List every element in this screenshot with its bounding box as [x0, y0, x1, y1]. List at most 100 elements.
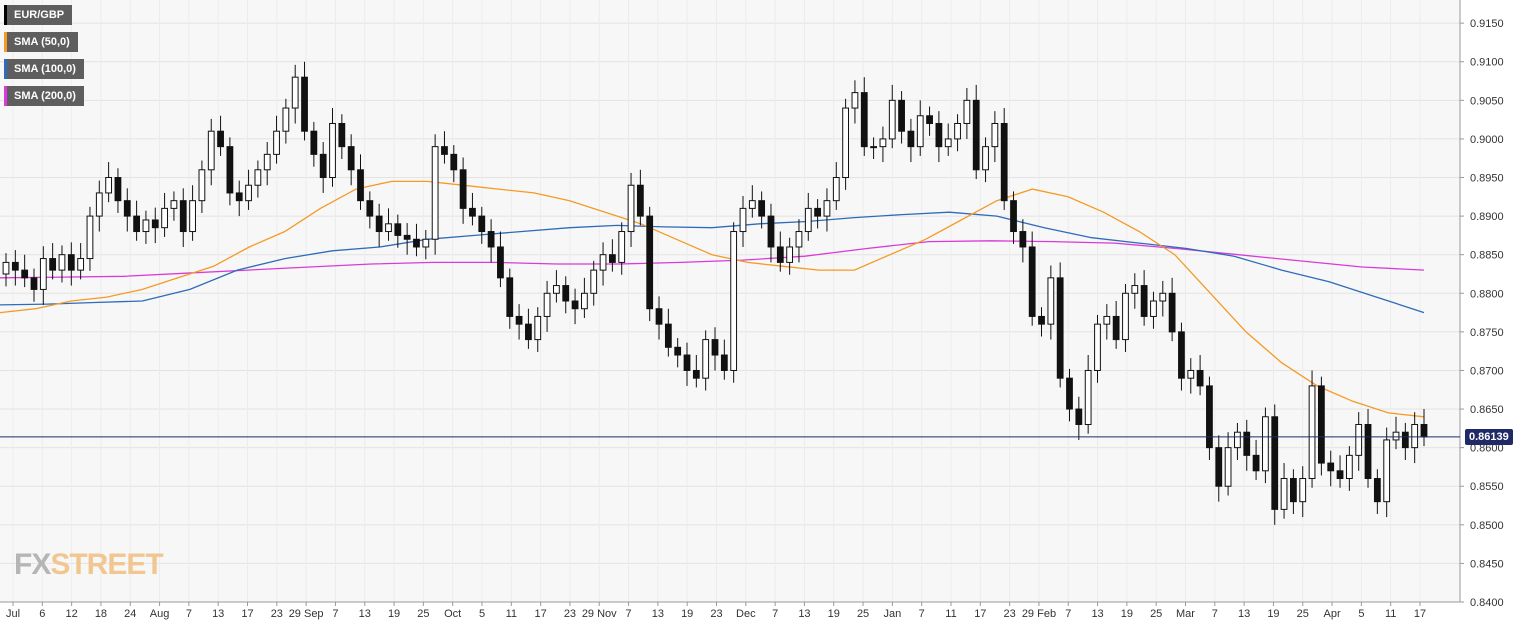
candle-body: [898, 99, 905, 132]
fxstreet-logo: FXSTREET: [14, 548, 164, 582]
candle-body: [814, 207, 822, 217]
candle-body: [711, 339, 719, 356]
x-tick-label: 29 Sep: [289, 608, 324, 620]
x-tick-label: Apr: [1324, 608, 1341, 620]
candle-body: [235, 192, 243, 202]
candle-body: [30, 277, 38, 290]
candle-body: [1168, 292, 1176, 333]
candle-body: [161, 207, 168, 229]
x-tick-label: 17: [1414, 608, 1426, 620]
candle-body: [1112, 315, 1120, 341]
candle-body: [142, 219, 150, 233]
x-tick-label: 25: [857, 608, 869, 620]
candle-body: [1206, 385, 1213, 449]
candle-body: [226, 146, 234, 194]
candle-body: [851, 92, 859, 109]
candle-body: [1411, 423, 1419, 449]
candle-body: [273, 130, 280, 155]
candle-body: [636, 184, 644, 217]
y-tick-label: 0.8400: [1470, 597, 1504, 609]
y-tick-label: 0.9100: [1470, 57, 1504, 69]
y-tick-label: 0.8850: [1470, 250, 1504, 262]
y-tick-label: 0.8650: [1470, 404, 1504, 416]
candle-body: [1047, 277, 1055, 325]
candle-body: [664, 323, 672, 348]
candle-body: [207, 130, 215, 171]
legend-item-sma100[interactable]: SMA (100,0): [4, 59, 84, 79]
x-tick-label: 13: [359, 608, 371, 620]
candle-body: [515, 315, 523, 325]
candle-body: [385, 223, 392, 233]
candle-body: [1262, 416, 1269, 472]
candle-body: [347, 146, 355, 171]
legend-label: EUR/GBP: [14, 9, 65, 21]
candle-body: [1345, 454, 1353, 480]
candle-body: [926, 115, 933, 124]
candle-body: [357, 169, 364, 202]
candle-body: [581, 292, 588, 310]
x-tick-label: Jul: [6, 608, 20, 620]
sma-100-line: [0, 211, 1425, 314]
candle-body: [329, 122, 336, 179]
legend-item-sma50[interactable]: SMA (50,0): [4, 32, 78, 52]
y-axis: 0.8400 0.8450 0.8500 0.8550 0.8600 0.8650 0.87…: [1460, 18, 1504, 609]
candle-body: [720, 354, 728, 371]
candle-body: [1383, 439, 1391, 503]
y-tick-label: 0.9000: [1470, 134, 1504, 146]
candle-body: [478, 215, 486, 233]
candle-body: [1122, 292, 1129, 341]
candle-body: [1084, 369, 1092, 425]
candle-body: [394, 223, 402, 236]
candle-body: [403, 234, 411, 240]
candle-body: [1355, 423, 1363, 456]
candle-body: [301, 76, 308, 132]
x-tick-label: 25: [417, 608, 429, 620]
candle-body: [1103, 315, 1111, 325]
x-tick-label: 24: [124, 608, 136, 620]
candle-body: [441, 146, 448, 155]
legend-item-eurgbp[interactable]: EUR/GBP: [4, 5, 73, 25]
candle-body: [608, 254, 616, 263]
x-tick-label: 23: [271, 608, 283, 620]
candle-body: [459, 169, 467, 209]
x-tick-label: 19: [1267, 608, 1279, 620]
candle-body: [1364, 423, 1372, 480]
candle-body: [935, 122, 943, 148]
x-tick-label: 23: [710, 608, 722, 620]
x-tick-label: Aug: [150, 608, 170, 620]
y-tick-label: 0.8700: [1470, 365, 1504, 377]
x-tick-label: Mar: [1176, 608, 1195, 620]
legend-item-sma200[interactable]: SMA (200,0): [4, 86, 84, 106]
candle-body: [58, 254, 66, 271]
candle-body: [795, 231, 803, 248]
candle-body: [1234, 431, 1241, 449]
candle-body: [702, 339, 710, 379]
x-tick-label: 7: [626, 608, 632, 620]
candle-body: [95, 192, 103, 217]
candle-body: [49, 258, 57, 271]
x-tick-label: Dec: [736, 608, 756, 620]
candle-body: [338, 122, 346, 148]
candle-body: [692, 369, 700, 379]
candle-body: [170, 200, 178, 209]
x-tick-label: 12: [66, 608, 78, 620]
candle-body: [1010, 200, 1017, 233]
current-price-tag: 0.86139: [1465, 429, 1513, 445]
candle-body: [450, 153, 458, 171]
sma-50-line: [0, 180, 1425, 418]
legend: EUR/GBP SMA (50,0) SMA (100,0) SMA (200,…: [4, 5, 84, 113]
candle-body: [1028, 246, 1036, 317]
x-tick-label: Jan: [884, 608, 902, 620]
y-tick-label: 0.8550: [1470, 481, 1504, 493]
candle-body: [963, 99, 971, 124]
candle-body: [1131, 285, 1139, 294]
candle-body: [590, 269, 598, 294]
candle-body: [1336, 470, 1344, 480]
candle-body: [804, 207, 812, 233]
y-tick-label: 0.8900: [1470, 211, 1504, 223]
x-tick-label: 13: [652, 608, 664, 620]
candle-body: [310, 130, 318, 155]
y-tick-label: 0.8800: [1470, 288, 1504, 300]
x-tick-label: 13: [1238, 608, 1250, 620]
candle-body: [907, 130, 915, 148]
